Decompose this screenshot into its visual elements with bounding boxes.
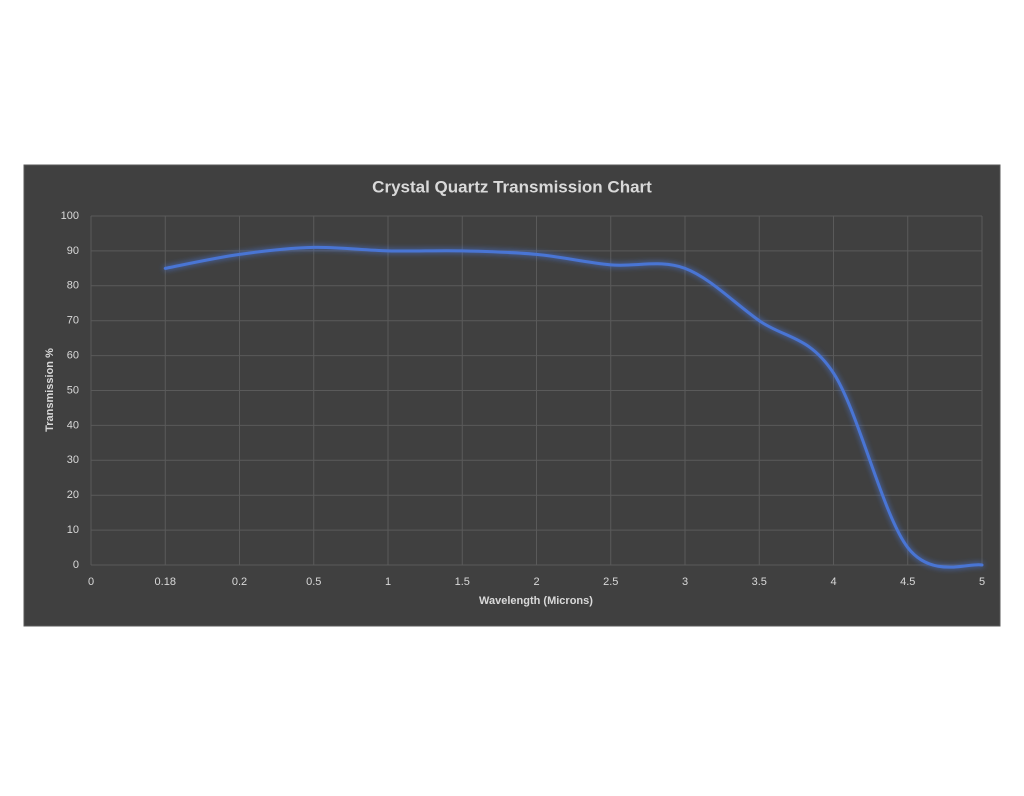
data-line <box>163 245 984 569</box>
x-tick-label: 5 <box>979 576 985 588</box>
x-tick-label: 1.5 <box>455 576 470 588</box>
x-tick-label: 3 <box>682 576 688 588</box>
x-tick-label: 0.2 <box>232 576 247 588</box>
y-tick-label: 50 <box>67 384 79 396</box>
chart-area <box>23 164 1001 627</box>
x-tick-label: 2.5 <box>603 576 618 588</box>
y-tick-label: 20 <box>67 489 79 501</box>
y-tick-label: 90 <box>67 245 79 257</box>
y-tick-label: 10 <box>67 524 79 536</box>
x-tick-label: 2 <box>533 576 539 588</box>
y-tick-label: 80 <box>67 280 79 292</box>
x-tick-label: 0.5 <box>306 576 321 588</box>
y-tick-label: 70 <box>67 315 79 327</box>
x-tick-label: 4 <box>830 576 836 588</box>
x-tick-label: 1 <box>385 576 391 588</box>
x-tick-label: 3.5 <box>752 576 767 588</box>
x-tick-label: 0.18 <box>155 576 176 588</box>
x-tick-label: 4.5 <box>900 576 915 588</box>
chart-title: Crystal Quartz Transmission Chart <box>372 177 652 196</box>
y-tick-label: 40 <box>67 419 79 431</box>
x-tick-label: 0 <box>88 576 94 588</box>
y-axis-label: Transmission % <box>44 348 56 432</box>
y-tick-label: 0 <box>73 559 79 571</box>
y-tick-label: 30 <box>67 454 79 466</box>
y-tick-label: 100 <box>61 210 79 222</box>
y-tick-label: 60 <box>67 350 79 362</box>
x-axis-label: Wavelength (Microns) <box>479 595 593 607</box>
